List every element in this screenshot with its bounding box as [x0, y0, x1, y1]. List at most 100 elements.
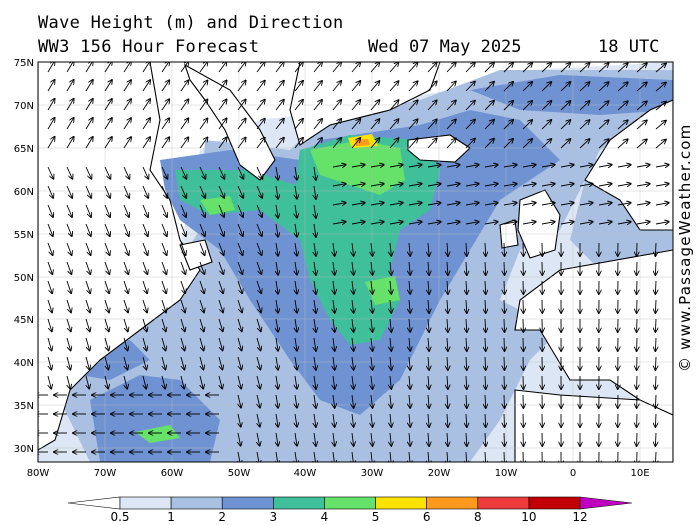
direction-arrow [218, 223, 224, 236]
direction-arrow [371, 432, 373, 446]
direction-arrow [504, 451, 505, 462]
direction-arrow [123, 185, 129, 198]
direction-arrow [352, 451, 354, 462]
direction-arrow [370, 62, 379, 73]
direction-arrow [276, 204, 278, 218]
direction-arrow [351, 62, 360, 73]
direction-arrow [237, 356, 241, 370]
europe [514, 249, 673, 421]
direction-arrow [446, 139, 456, 149]
direction-arrow [333, 413, 335, 427]
direction-arrow [161, 137, 169, 149]
direction-arrow [351, 222, 365, 224]
direction-arrow [522, 101, 532, 111]
direction-arrow [161, 118, 169, 130]
direction-arrow [636, 82, 647, 92]
direction-arrow [484, 101, 494, 111]
direction-arrow [332, 222, 346, 224]
direction-arrow [180, 318, 185, 331]
direction-arrow [465, 63, 475, 73]
direction-arrow [598, 120, 609, 130]
direction-arrow [294, 81, 303, 92]
direction-arrow [560, 101, 570, 111]
direction-arrow [314, 451, 316, 462]
direction-arrow [218, 204, 224, 217]
colorbar-label: 5 [372, 510, 380, 524]
direction-arrow [295, 337, 297, 351]
direction-arrow [199, 223, 205, 236]
direction-arrow [295, 204, 297, 218]
direction-arrow [522, 63, 532, 73]
direction-arrow [466, 451, 467, 462]
direction-arrow [124, 375, 127, 389]
direction-arrow [238, 451, 240, 462]
direction-arrow [466, 318, 467, 332]
colorbar-segment [477, 496, 530, 510]
direction-arrow [199, 356, 203, 370]
direction-arrow [560, 222, 574, 224]
lon-tick: 40W [294, 468, 317, 479]
direction-arrow [409, 261, 410, 275]
direction-arrow [541, 63, 551, 73]
direction-arrow [655, 394, 656, 408]
direction-arrow [104, 118, 112, 130]
direction-arrow [655, 121, 666, 130]
direction-arrow [352, 280, 354, 294]
direction-arrow [370, 222, 384, 224]
direction-arrow [485, 432, 486, 446]
direction-arrow [85, 99, 93, 111]
direction-arrow [257, 413, 260, 427]
direction-arrow [180, 337, 185, 351]
direction-arrow [66, 166, 72, 179]
direction-arrow [256, 62, 265, 73]
direction-arrow [314, 223, 316, 237]
direction-arrow [218, 62, 227, 73]
direction-arrow [105, 375, 108, 389]
direction-arrow [655, 83, 666, 92]
direction-arrow [390, 413, 391, 427]
direction-arrow [181, 375, 184, 389]
direction-arrow [276, 280, 278, 294]
colorbar-label: 0.5 [110, 510, 129, 524]
direction-arrow [256, 223, 262, 236]
direction-arrow [485, 375, 486, 389]
direction-arrow [313, 119, 322, 130]
direction-arrow [238, 413, 241, 427]
direction-arrow [465, 165, 479, 167]
direction-arrow [598, 82, 609, 92]
direction-arrow [332, 62, 341, 73]
direction-arrow [218, 118, 227, 130]
direction-arrow [104, 80, 112, 92]
direction-arrow [314, 261, 316, 275]
direction-arrow [199, 80, 208, 92]
colorbar-label: 10 [521, 510, 536, 524]
direction-arrow [447, 356, 448, 370]
direction-arrow [180, 118, 188, 130]
direction-arrow [503, 120, 513, 130]
direction-arrow [655, 242, 656, 256]
direction-arrow [371, 318, 373, 332]
direction-arrow [66, 356, 70, 370]
lon-tick: 70W [94, 468, 117, 479]
direction-arrow [408, 100, 418, 111]
direction-arrow [276, 451, 278, 462]
africa [514, 389, 673, 462]
direction-arrow [199, 261, 204, 274]
direction-arrow [142, 204, 148, 217]
direction-arrow [180, 99, 188, 111]
direction-arrow [295, 394, 297, 408]
british-isles [517, 189, 561, 259]
direction-arrow [314, 413, 316, 427]
direction-arrow [66, 137, 74, 149]
direction-arrow [47, 356, 51, 370]
direction-arrow [636, 222, 650, 224]
direction-arrow [390, 394, 391, 408]
direction-arrow [180, 166, 186, 179]
direction-arrow [504, 394, 505, 408]
direction-arrow [295, 261, 297, 275]
direction-arrow [636, 165, 650, 167]
direction-arrows [38, 62, 669, 462]
direction-arrow [504, 242, 505, 256]
direction-arrow [504, 413, 505, 427]
direction-arrow [579, 165, 593, 167]
